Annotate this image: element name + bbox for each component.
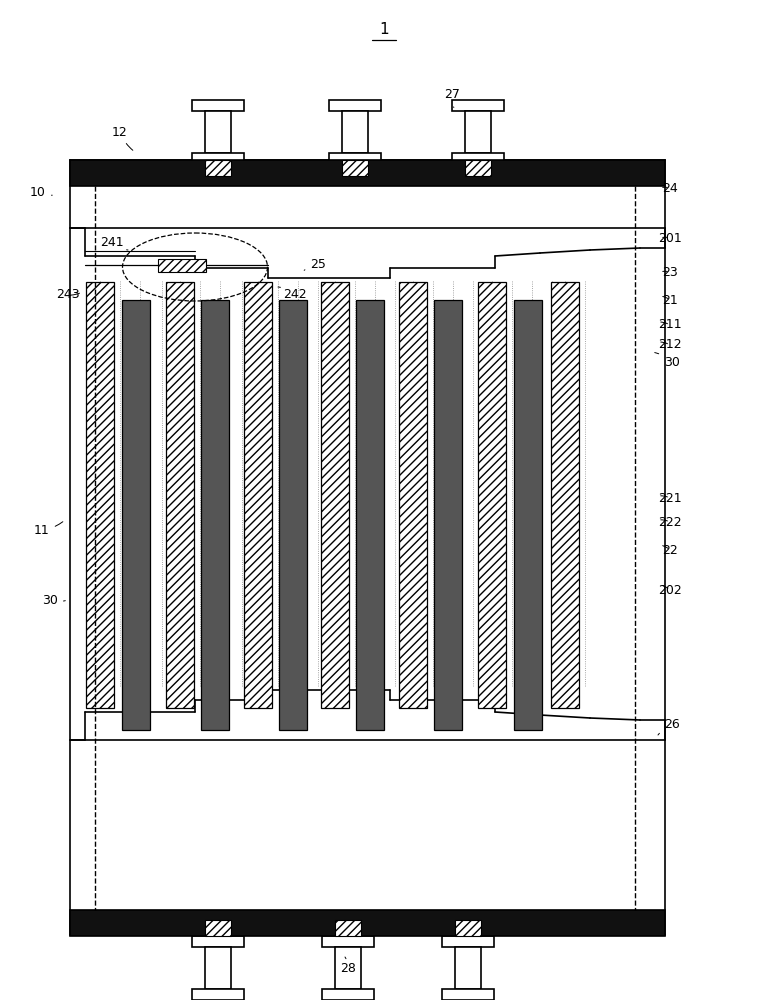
Text: 24: 24 — [662, 182, 678, 194]
Text: 27: 27 — [444, 89, 460, 107]
Text: 28: 28 — [340, 957, 356, 974]
Bar — [205, 947, 231, 989]
Bar — [322, 989, 374, 1000]
Text: 30: 30 — [654, 353, 680, 368]
Bar — [244, 282, 272, 708]
Bar — [205, 160, 231, 176]
Bar — [192, 100, 244, 111]
Bar — [335, 920, 361, 936]
Bar — [70, 910, 665, 936]
Bar — [205, 111, 231, 153]
Bar — [192, 989, 244, 1000]
Text: 241: 241 — [100, 236, 128, 250]
Bar — [455, 947, 481, 989]
Bar — [201, 300, 229, 730]
Text: 25: 25 — [305, 258, 326, 271]
Bar — [205, 920, 231, 936]
Bar — [329, 100, 381, 111]
Text: 23: 23 — [662, 265, 678, 278]
Bar — [192, 936, 244, 947]
Text: 22: 22 — [662, 544, 678, 556]
Bar — [192, 153, 244, 164]
Bar — [342, 111, 368, 153]
Bar — [322, 936, 374, 947]
Bar — [465, 160, 491, 176]
Bar — [399, 282, 427, 708]
Bar — [478, 282, 506, 708]
Text: 222: 222 — [658, 516, 682, 528]
Bar — [166, 282, 194, 708]
Text: 30: 30 — [42, 593, 65, 606]
Bar — [442, 936, 494, 947]
Bar — [122, 300, 150, 730]
Bar — [442, 989, 494, 1000]
Bar — [465, 111, 491, 153]
Text: 1: 1 — [379, 22, 389, 37]
Bar — [455, 920, 481, 936]
Text: 11: 11 — [34, 522, 63, 536]
Bar — [356, 300, 384, 730]
Text: 21: 21 — [662, 294, 678, 306]
Bar — [279, 300, 307, 730]
Bar — [434, 300, 462, 730]
Text: 12: 12 — [112, 125, 133, 150]
Text: 243: 243 — [56, 288, 80, 302]
Bar — [329, 153, 381, 164]
Bar — [158, 259, 206, 272]
Bar — [335, 947, 361, 989]
Bar — [551, 282, 579, 708]
Text: 212: 212 — [658, 338, 682, 352]
Bar — [86, 282, 114, 708]
Bar — [321, 282, 349, 708]
Bar — [342, 160, 368, 176]
Bar — [452, 153, 504, 164]
Text: 10: 10 — [30, 186, 52, 198]
Bar — [85, 712, 710, 740]
Text: 242: 242 — [278, 287, 307, 300]
Bar — [452, 100, 504, 111]
Bar — [70, 160, 665, 186]
Text: 211: 211 — [658, 318, 682, 332]
Text: 26: 26 — [658, 718, 680, 735]
Text: 221: 221 — [658, 491, 682, 504]
Text: 202: 202 — [658, 584, 682, 596]
Text: 201: 201 — [658, 232, 682, 244]
Bar — [514, 300, 542, 730]
